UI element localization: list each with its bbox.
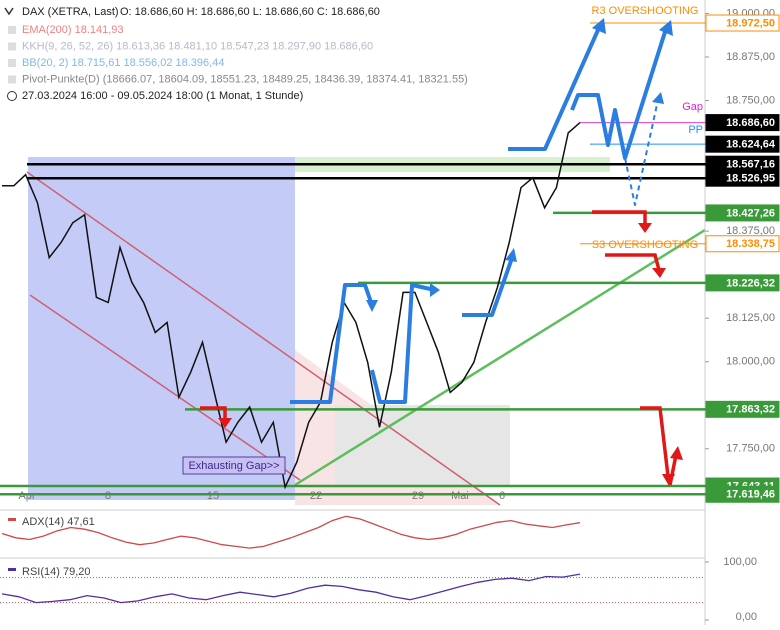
info-icon (7, 91, 17, 101)
price-line (1, 515, 581, 549)
x-tick-label: 8 (105, 490, 111, 502)
price-label: 18.972,50 (726, 17, 775, 29)
info-icon (8, 75, 16, 84)
annotation: PP (688, 124, 703, 136)
x-tick-label: Apr (18, 490, 35, 502)
arrow (462, 257, 514, 317)
info-bg (0, 0, 520, 102)
price-label-box (705, 14, 780, 32)
price-label: 18.427,26 (726, 207, 775, 219)
y-tick-label: 18.750,00 (726, 94, 775, 106)
price-label-box (705, 135, 780, 153)
y-tick-label: 17.750,00 (726, 443, 775, 455)
info-icon (8, 59, 16, 67)
x-tick-label: 6 (499, 490, 505, 502)
arrow-heads (366, 18, 673, 312)
price-label-box (705, 114, 780, 132)
price-label: 18.567,16 (726, 159, 775, 171)
arrow (290, 283, 374, 404)
x-tick-label: 29 (412, 490, 424, 502)
annotation: Exhausting Gap>> (188, 460, 279, 472)
y-tick-label: 18.375,00 (726, 225, 775, 237)
price-label: 18.686,60 (726, 117, 775, 129)
y-tick-label: 100,00 (723, 556, 757, 568)
price-label: 18.226,32 (726, 277, 775, 289)
annotation: S3 OVERSHOOTING (592, 239, 698, 251)
price-label: 17.619,46 (726, 489, 775, 501)
indicator-title: ADX(14) 47,61 (22, 516, 95, 528)
y-tick-label: 18.125,00 (726, 312, 775, 324)
y-tick-label: 18.875,00 (726, 51, 775, 63)
price-label: 17.863,32 (726, 404, 775, 416)
plot-layer: 19.000,0018.875,0018.750,0018.375,0018.1… (0, 7, 775, 623)
annotation-box (182, 456, 286, 475)
price-label: 18.526,95 (726, 173, 775, 185)
info-line: BB(20, 2) 18.715,61 18.556,02 18.396,44 (22, 57, 224, 69)
price-label-box (705, 235, 780, 253)
price-label-box (705, 274, 780, 292)
x-tick-label: 22 (310, 490, 322, 502)
y-tick-label: 18.000,00 (726, 356, 775, 368)
header-title: DAX (XETRA, Last) (22, 6, 119, 18)
annotation: R3 OVERSHOOTING (592, 5, 699, 17)
info-icon (8, 26, 16, 34)
annotation: Gap (682, 101, 703, 113)
info-icon (8, 42, 16, 51)
info-line: EMA(200) 18.141,93 (22, 24, 124, 36)
x-tick-label: 15 (207, 490, 219, 502)
price-label-box (705, 400, 780, 418)
arrow (508, 29, 600, 151)
trend-line (294, 228, 706, 487)
info-line: 27.03.2024 16:00 - 09.05.2024 18:00 (1 M… (22, 90, 303, 102)
price-label: 18.338,75 (726, 238, 775, 250)
price-line (1, 573, 581, 604)
channel-line (26, 171, 501, 506)
arrow (624, 99, 659, 206)
price-label-box (705, 485, 780, 503)
price-label: 18.624,64 (726, 139, 776, 151)
indicator-icon (8, 518, 16, 521)
range-box (335, 405, 510, 485)
price-label-box (705, 169, 780, 187)
header-ohlc: O: 18.686,60 H: 18.686,60 L: 18.686,60 C… (120, 6, 380, 18)
y-tick-label: 0,00 (736, 611, 757, 623)
indicator-icon (8, 568, 16, 571)
info-line: Pivot-Punkte(D) (18666.07, 18604.09, 185… (22, 73, 468, 85)
info-line: KKH(9, 26, 52, 26) 18.613,36 18.481,10 1… (22, 40, 373, 52)
indicator-title: RSI(14) 79,20 (22, 566, 90, 578)
header-icon (4, 7, 14, 16)
red-arrow-heads (218, 223, 683, 486)
x-tick-label: Mai (451, 490, 469, 502)
arrows (290, 29, 667, 404)
channel-line (29, 294, 301, 481)
price-label-box (705, 204, 780, 222)
arrow (370, 283, 436, 404)
price-line (2, 122, 581, 490)
